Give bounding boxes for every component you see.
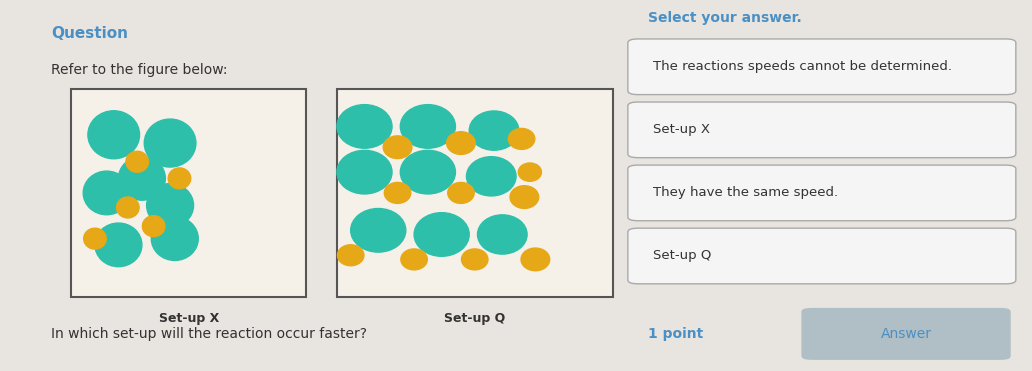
Ellipse shape bbox=[466, 157, 516, 196]
Ellipse shape bbox=[336, 105, 392, 148]
Text: Set-up Q: Set-up Q bbox=[444, 312, 506, 325]
Text: In which set-up will the reaction occur faster?: In which set-up will the reaction occur … bbox=[51, 327, 367, 341]
Text: They have the same speed.: They have the same speed. bbox=[653, 186, 839, 200]
FancyBboxPatch shape bbox=[627, 165, 1015, 221]
Ellipse shape bbox=[351, 209, 406, 252]
Ellipse shape bbox=[88, 111, 139, 159]
Ellipse shape bbox=[142, 216, 165, 237]
Ellipse shape bbox=[470, 111, 519, 150]
FancyBboxPatch shape bbox=[627, 39, 1015, 95]
Text: 1 point: 1 point bbox=[648, 327, 704, 341]
Ellipse shape bbox=[383, 136, 412, 158]
Text: Set-up X: Set-up X bbox=[159, 312, 219, 325]
Ellipse shape bbox=[119, 157, 165, 200]
Text: Set-up Q: Set-up Q bbox=[653, 249, 712, 263]
Ellipse shape bbox=[478, 215, 527, 254]
Ellipse shape bbox=[147, 184, 194, 227]
Ellipse shape bbox=[84, 228, 106, 249]
FancyBboxPatch shape bbox=[336, 89, 613, 297]
Ellipse shape bbox=[447, 132, 476, 154]
Ellipse shape bbox=[400, 249, 427, 270]
Ellipse shape bbox=[384, 183, 411, 203]
FancyBboxPatch shape bbox=[71, 89, 307, 297]
Ellipse shape bbox=[84, 171, 130, 215]
Ellipse shape bbox=[337, 245, 364, 266]
Text: Select your answer.: Select your answer. bbox=[648, 11, 802, 25]
Ellipse shape bbox=[400, 150, 455, 194]
Text: Question: Question bbox=[51, 26, 128, 41]
Ellipse shape bbox=[168, 168, 191, 189]
FancyBboxPatch shape bbox=[627, 102, 1015, 158]
Ellipse shape bbox=[152, 217, 198, 260]
Ellipse shape bbox=[521, 248, 550, 271]
Ellipse shape bbox=[144, 119, 196, 167]
Ellipse shape bbox=[126, 151, 149, 172]
Ellipse shape bbox=[414, 213, 470, 256]
FancyBboxPatch shape bbox=[802, 308, 1010, 360]
Text: Refer to the figure below:: Refer to the figure below: bbox=[51, 63, 227, 77]
Ellipse shape bbox=[336, 150, 392, 194]
Ellipse shape bbox=[509, 128, 535, 150]
Ellipse shape bbox=[461, 249, 488, 270]
Ellipse shape bbox=[117, 197, 139, 218]
Ellipse shape bbox=[400, 105, 455, 148]
Ellipse shape bbox=[510, 186, 539, 209]
Text: Set-up X: Set-up X bbox=[653, 123, 710, 137]
FancyBboxPatch shape bbox=[627, 228, 1015, 284]
Ellipse shape bbox=[518, 163, 542, 181]
Ellipse shape bbox=[95, 223, 142, 267]
Ellipse shape bbox=[448, 183, 474, 203]
Text: The reactions speeds cannot be determined.: The reactions speeds cannot be determine… bbox=[653, 60, 953, 73]
Text: Answer: Answer bbox=[881, 327, 932, 341]
